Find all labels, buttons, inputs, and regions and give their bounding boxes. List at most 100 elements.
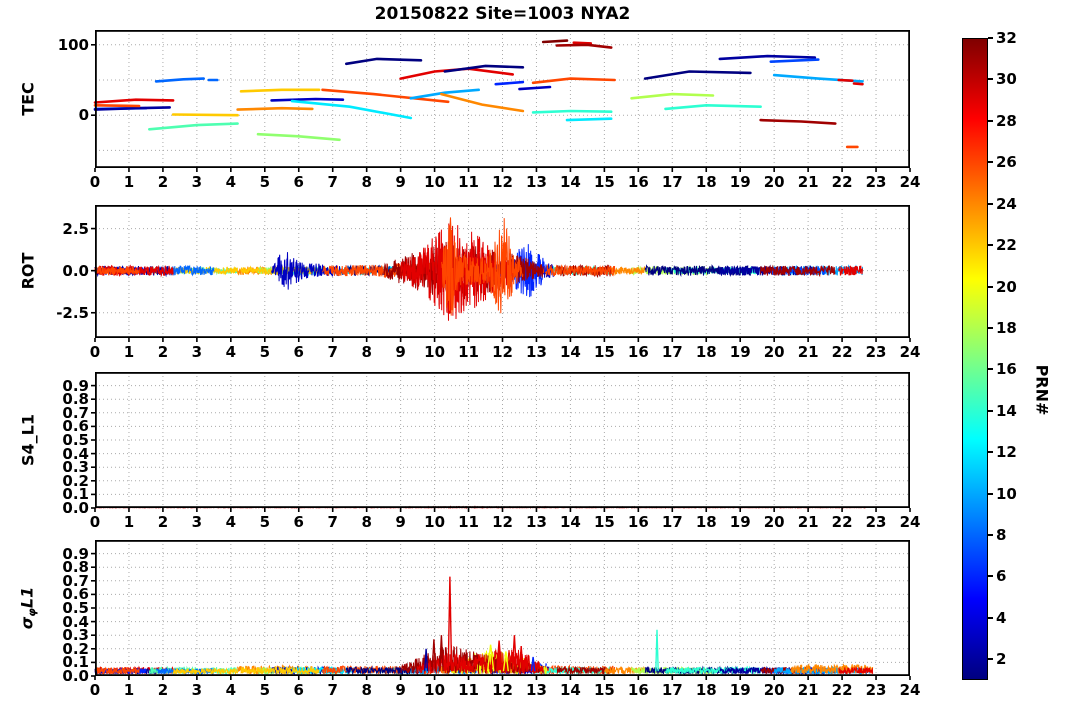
x-tick-label: 13	[526, 513, 547, 531]
x-tick-label: 12	[492, 681, 513, 699]
grid	[95, 372, 910, 508]
tec-arc-prn-3	[518, 85, 552, 91]
x-tick-label: 24	[899, 343, 921, 361]
x-tick-label: 15	[593, 513, 615, 531]
y-tick-label: 0.6	[62, 417, 89, 436]
x-tick-label: 8	[361, 173, 372, 191]
colorbar-tick-mark	[988, 326, 993, 329]
colorbar-tick-mark	[988, 37, 993, 39]
x-tick-label: 1	[123, 173, 135, 191]
y-tick-label: 0.3	[62, 626, 89, 645]
x-tick-label: 5	[259, 343, 270, 361]
x-tick-label: 14	[559, 343, 581, 361]
y-tick-label: -2.5	[56, 303, 89, 322]
tec-arc-prn-29	[93, 98, 175, 104]
x-tick-label: 24	[899, 513, 921, 531]
colorbar-tick-label: 32	[996, 29, 1017, 47]
y-tick-label: 0.8	[62, 558, 89, 577]
x-tick-label: 11	[458, 343, 479, 361]
x-tick-label: 21	[797, 173, 819, 191]
colorbar-tick-label: 22	[996, 236, 1017, 255]
colorbar-tick-mark	[988, 78, 993, 81]
colorbar-tick-label: 4	[996, 608, 1007, 627]
tec-arc-prn-8	[154, 77, 205, 83]
x-tick-label: 8	[361, 681, 372, 699]
spike-prn-6	[530, 656, 536, 672]
y-tick-label: 0.5	[62, 431, 89, 449]
x-tick-label: 19	[729, 343, 751, 361]
x-tick-label: 23	[865, 513, 887, 531]
colorbar-tick-label: 24	[996, 194, 1017, 213]
colorbar-tick-mark	[988, 244, 993, 247]
axes-spines	[94, 204, 911, 338]
x-tick-label: 17	[661, 513, 683, 531]
spike-prn-14	[655, 629, 659, 672]
series	[94, 576, 874, 676]
y-tick-label: 2.5	[62, 219, 89, 238]
x-tick-label: 21	[797, 681, 819, 699]
y-tick-label: 0.0	[62, 261, 89, 280]
x-tick-label: 12	[492, 173, 513, 191]
y-tick-label: 0.2	[62, 471, 89, 490]
x-tick-label: 4	[225, 513, 237, 531]
noise-trace-prn-31	[556, 665, 612, 675]
x-tick-label: 6	[293, 681, 304, 699]
x-tick-label: 6	[293, 343, 304, 361]
colorbar-tick-mark	[988, 285, 993, 288]
x-tick-label: 24	[899, 173, 921, 191]
tec-arc-prn-14	[531, 109, 613, 114]
y-tick-label: 0.4	[62, 444, 89, 463]
x-tick-label: 10	[424, 681, 446, 699]
tec-arc-prn-31	[759, 118, 837, 125]
panel-TEC	[91, 29, 911, 172]
noise-trace-prn-31	[760, 264, 836, 278]
x-tick-label: 8	[361, 343, 372, 361]
tec-arc-prn-29	[852, 82, 864, 86]
colorbar-tick-mark	[988, 492, 993, 495]
x-tick-label: 14	[559, 681, 581, 699]
x-tick-label: 14	[559, 173, 581, 191]
x-tick-label: 16	[627, 681, 649, 699]
x-tick-label: 0	[89, 343, 101, 361]
x-tick-label: 13	[526, 681, 547, 699]
x-tick-label: 22	[831, 173, 853, 191]
x-tick-label: 9	[395, 343, 406, 361]
colorbar-tick-label: 14	[996, 401, 1017, 420]
chart-title: 20150822 Site=1003 NYA2	[374, 4, 631, 24]
tec-arc-prn-31	[555, 43, 613, 49]
x-tick-label: 15	[593, 343, 615, 361]
spike-prn-29	[518, 646, 524, 672]
tec-arc-prn-18	[630, 92, 715, 100]
x-tick-label: 24	[899, 681, 921, 699]
x-tick-label: 8	[361, 513, 372, 531]
spike-prn-31	[431, 639, 437, 672]
series	[93, 39, 864, 149]
tec-arc-prn-22	[239, 88, 321, 93]
x-tick-label: 12	[492, 513, 513, 531]
y-tick-label: 0.1	[62, 653, 89, 672]
noise-trace-prn-26	[94, 666, 140, 676]
x-tick-label: 0	[89, 681, 101, 699]
colorbar-tick-mark	[988, 451, 993, 454]
x-tick-label: 9	[395, 513, 406, 531]
colorbar-tick-mark	[988, 119, 993, 122]
tec-arc-prn-14	[664, 103, 762, 111]
colorbar-tick-label: 10	[996, 484, 1017, 503]
x-tick-label: 4	[225, 173, 237, 191]
colorbar-tick-mark	[988, 202, 993, 205]
y-tick-label: 0.1	[62, 485, 89, 504]
colorbar	[962, 38, 988, 680]
colorbar-tick-mark	[988, 575, 993, 578]
tick-marks	[91, 43, 911, 172]
x-tick-label: 2	[157, 513, 169, 531]
x-tick-label: 17	[661, 343, 683, 361]
x-tick-label: 23	[865, 343, 887, 361]
x-tick-label: 2	[157, 173, 169, 191]
panel-ROT	[91, 204, 911, 342]
axes-spines	[94, 539, 911, 676]
x-tick-label: 20	[763, 681, 785, 699]
y-tick-label: 0.4	[62, 612, 89, 631]
x-tick-label: 22	[831, 343, 853, 361]
x-tick-label: 10	[424, 173, 446, 191]
noise-trace-prn-29	[838, 265, 863, 276]
